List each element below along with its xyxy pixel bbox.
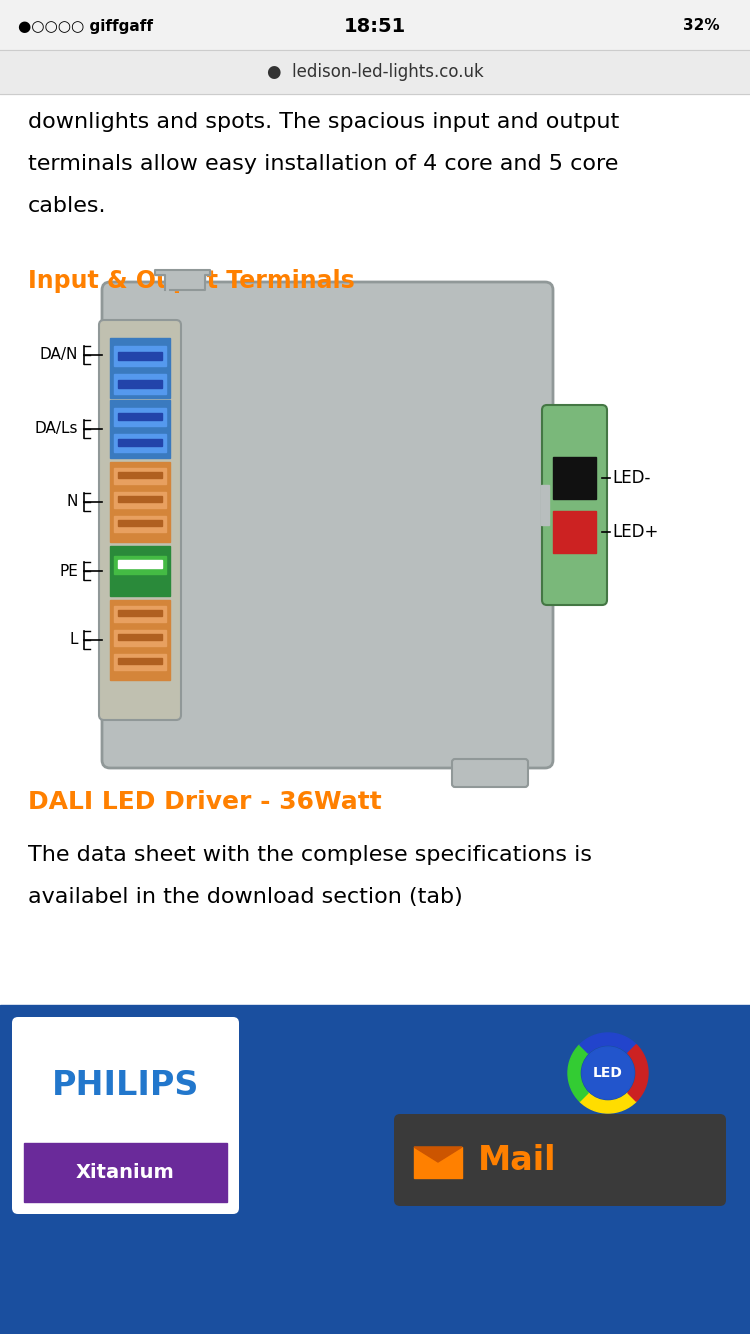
Text: ●○○○○ giffgaff: ●○○○○ giffgaff: [18, 19, 153, 33]
Text: 18:51: 18:51: [344, 16, 406, 36]
Text: L: L: [70, 632, 78, 647]
Bar: [0, 93, 750, 1005]
Bar: [414, 1147, 462, 1178]
FancyBboxPatch shape: [99, 320, 181, 720]
Text: LED: LED: [593, 1066, 623, 1081]
Text: PHILIPS: PHILIPS: [52, 1070, 200, 1102]
Text: 32%: 32%: [683, 19, 720, 33]
Bar: [114, 630, 166, 646]
Text: availabel in the download section (tab): availabel in the download section (tab): [28, 887, 463, 907]
Text: cables.: cables.: [28, 196, 106, 216]
Bar: [114, 492, 166, 508]
Bar: [110, 600, 170, 680]
Bar: [114, 346, 166, 366]
Bar: [110, 546, 170, 596]
Bar: [0, 1005, 750, 1334]
Text: Mail: Mail: [478, 1143, 556, 1177]
Bar: [118, 380, 162, 388]
Bar: [0, 0, 750, 49]
Polygon shape: [155, 269, 210, 289]
Text: DA/Ls: DA/Ls: [34, 422, 78, 436]
FancyBboxPatch shape: [542, 406, 607, 606]
Bar: [118, 414, 162, 420]
Bar: [114, 556, 166, 574]
Bar: [110, 338, 170, 398]
Bar: [110, 400, 170, 458]
Bar: [118, 634, 162, 640]
Bar: [114, 606, 166, 622]
FancyBboxPatch shape: [394, 1114, 726, 1206]
Wedge shape: [580, 1093, 636, 1113]
Bar: [114, 434, 166, 452]
Text: terminals allow easy installation of 4 core and 5 core: terminals allow easy installation of 4 c…: [28, 153, 618, 173]
Bar: [114, 468, 166, 484]
Bar: [24, 1143, 227, 1202]
Bar: [118, 496, 162, 502]
Text: ●  ledison-led-lights.co.uk: ● ledison-led-lights.co.uk: [267, 63, 483, 81]
Text: DALI LED Driver - 36Watt: DALI LED Driver - 36Watt: [28, 790, 382, 814]
Bar: [118, 560, 162, 568]
FancyBboxPatch shape: [12, 1017, 239, 1214]
Bar: [110, 462, 170, 542]
Bar: [114, 374, 166, 394]
Circle shape: [582, 1047, 634, 1099]
Text: Input & Ouput Terminals: Input & Ouput Terminals: [28, 269, 355, 293]
Bar: [553, 458, 596, 499]
Bar: [118, 610, 162, 616]
Wedge shape: [628, 1045, 648, 1102]
Bar: [541, 486, 549, 526]
Bar: [118, 520, 162, 526]
Bar: [118, 658, 162, 664]
Bar: [114, 516, 166, 532]
FancyBboxPatch shape: [452, 759, 528, 787]
Bar: [118, 352, 162, 360]
FancyBboxPatch shape: [102, 281, 553, 768]
Text: LED+: LED+: [612, 523, 658, 542]
Text: N: N: [67, 495, 78, 510]
Bar: [0, 49, 750, 93]
Text: PE: PE: [59, 563, 78, 579]
Bar: [118, 439, 162, 446]
Wedge shape: [580, 1033, 636, 1054]
Bar: [114, 408, 166, 426]
Bar: [114, 654, 166, 670]
Bar: [553, 511, 596, 554]
Text: The data sheet with the complese specifications is: The data sheet with the complese specifi…: [28, 844, 592, 864]
Text: DA/N: DA/N: [40, 347, 78, 363]
Text: downlights and spots. The spacious input and output: downlights and spots. The spacious input…: [28, 112, 619, 132]
Bar: [118, 472, 162, 478]
Wedge shape: [568, 1045, 588, 1102]
Polygon shape: [414, 1147, 462, 1162]
Text: Xitanium: Xitanium: [76, 1163, 175, 1182]
Text: LED-: LED-: [612, 470, 650, 487]
